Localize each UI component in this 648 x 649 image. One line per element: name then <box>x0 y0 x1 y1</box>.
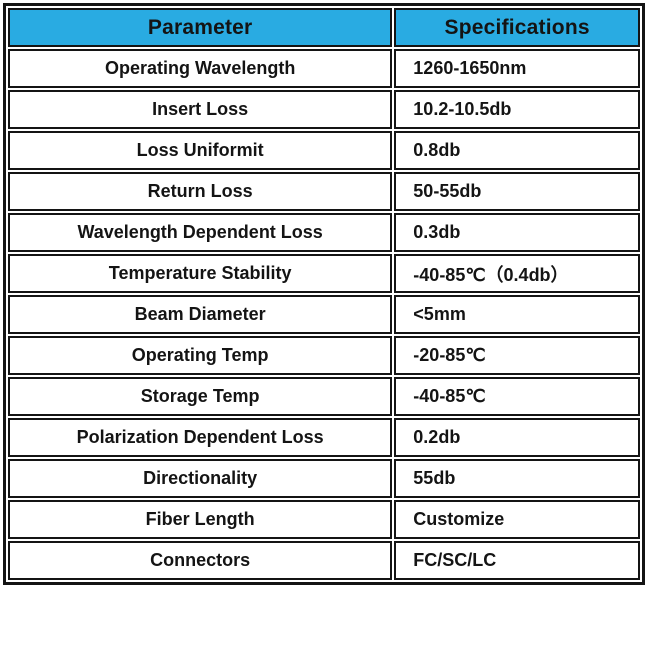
spec-cell: -20-85℃ <box>394 336 640 375</box>
spec-cell: 0.8db <box>394 131 640 170</box>
spec-cell: <5mm <box>394 295 640 334</box>
table-row: Storage Temp -40-85℃ <box>8 377 640 416</box>
spec-cell: 0.2db <box>394 418 640 457</box>
column-header-specifications: Specifications <box>394 8 640 47</box>
table-row: Temperature Stability -40-85℃（0.4db） <box>8 254 640 293</box>
param-cell: Temperature Stability <box>8 254 393 293</box>
table-row: Wavelength Dependent Loss 0.3db <box>8 213 640 252</box>
spec-cell: 0.3db <box>394 213 640 252</box>
table-row: Insert Loss 10.2-10.5db <box>8 90 640 129</box>
table-row: Loss Uniformit 0.8db <box>8 131 640 170</box>
table-header-row: Parameter Specifications <box>8 8 640 47</box>
spec-cell: FC/SC/LC <box>394 541 640 580</box>
param-cell: Insert Loss <box>8 90 393 129</box>
table-row: Polarization Dependent Loss 0.2db <box>8 418 640 457</box>
spec-cell: 50-55db <box>394 172 640 211</box>
param-cell: Wavelength Dependent Loss <box>8 213 393 252</box>
param-cell: Directionality <box>8 459 393 498</box>
param-cell: Loss Uniformit <box>8 131 393 170</box>
spec-cell: -40-85℃（0.4db） <box>394 254 640 293</box>
table-row: Beam Diameter <5mm <box>8 295 640 334</box>
table-row: Return Loss 50-55db <box>8 172 640 211</box>
specifications-table: Parameter Specifications Operating Wavel… <box>3 3 645 585</box>
table-row: Fiber Length Customize <box>8 500 640 539</box>
param-cell: Connectors <box>8 541 393 580</box>
param-cell: Beam Diameter <box>8 295 393 334</box>
param-cell: Storage Temp <box>8 377 393 416</box>
param-cell: Polarization Dependent Loss <box>8 418 393 457</box>
table-row: Connectors FC/SC/LC <box>8 541 640 580</box>
param-cell: Operating Wavelength <box>8 49 393 88</box>
param-cell: Operating Temp <box>8 336 393 375</box>
table-row: Operating Wavelength 1260-1650nm <box>8 49 640 88</box>
param-cell: Return Loss <box>8 172 393 211</box>
spec-cell: Customize <box>394 500 640 539</box>
param-cell: Fiber Length <box>8 500 393 539</box>
column-header-parameter: Parameter <box>8 8 393 47</box>
spec-cell: 55db <box>394 459 640 498</box>
spec-cell: 10.2-10.5db <box>394 90 640 129</box>
spec-cell: 1260-1650nm <box>394 49 640 88</box>
table-row: Directionality 55db <box>8 459 640 498</box>
table-row: Operating Temp -20-85℃ <box>8 336 640 375</box>
spec-cell: -40-85℃ <box>394 377 640 416</box>
